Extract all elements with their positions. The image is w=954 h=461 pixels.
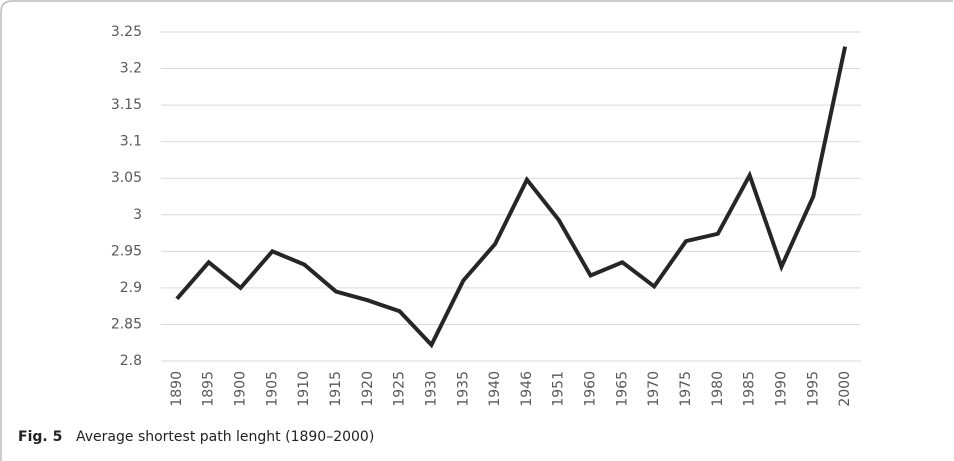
x-tick-label: 1890 [169, 371, 185, 407]
line [175, 46, 848, 349]
x-tick-label: 1965 [614, 371, 630, 407]
x-tick-label: 1960 [583, 371, 599, 407]
x-tick-label: 1985 [742, 371, 758, 407]
x-tick-label: 1925 [392, 371, 408, 407]
x-tick-label: 1980 [710, 371, 726, 407]
x-tick-label: 1900 [233, 371, 249, 407]
x-tick-label: 1915 [328, 371, 344, 407]
x-tick-label: 1970 [646, 371, 662, 407]
x-tick-label: 1930 [423, 371, 439, 407]
x-tick-label: 1910 [296, 371, 312, 407]
x-tick-label: 1920 [360, 371, 376, 407]
x-tick-label: 2000 [837, 371, 853, 407]
y-tick-label: 3.05 [111, 170, 142, 186]
y-tick-label: 3 [133, 207, 142, 223]
y-tick-label: 3.15 [111, 97, 142, 113]
y-tick-label: 2.95 [111, 243, 142, 259]
caption: Average shortest path lenght (1890–2000) [76, 429, 374, 445]
x-tick-label: 1990 [773, 371, 789, 407]
x-tick-label: 1946 [519, 371, 535, 407]
y-tick-label: 2.85 [111, 316, 142, 332]
x-tick-label: 1895 [201, 371, 217, 407]
x-tick-label: 1951 [551, 371, 567, 407]
y-tick-label: 3.25 [111, 24, 142, 40]
x-tick-label: 1905 [264, 371, 280, 407]
y-tick-label: 3.2 [120, 61, 142, 77]
y-tick-label: 2.8 [120, 353, 142, 369]
x-tick-label: 1935 [455, 371, 471, 407]
caption-label: Fig. 5 [18, 429, 62, 445]
x-tick-label: 1995 [805, 371, 821, 407]
x-tick-label: 1940 [487, 371, 503, 407]
y-tick-label: 3.1 [120, 134, 142, 150]
x-tick-label: 1975 [678, 371, 694, 407]
y-tick-label: 2.9 [120, 280, 142, 296]
